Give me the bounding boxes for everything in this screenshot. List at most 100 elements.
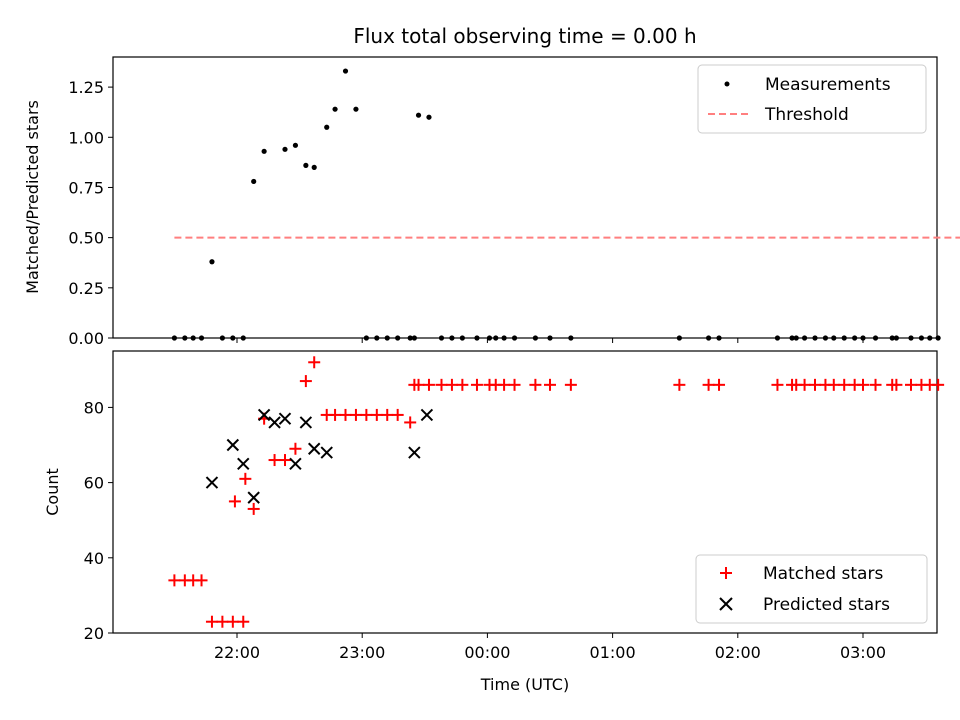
measurement-point	[486, 335, 493, 341]
bottom-series-group	[168, 356, 945, 628]
measurement-point	[831, 335, 837, 341]
top-series-group	[171, 68, 960, 341]
measurement-point	[705, 335, 712, 341]
measurement-point	[789, 335, 795, 341]
bottom-y-tick-label: 20	[84, 624, 104, 643]
measurement-point	[311, 164, 317, 170]
measurement-point	[822, 335, 829, 341]
matched-star-point	[456, 378, 469, 391]
top-y-tick-label: 0.25	[68, 279, 104, 298]
predicted-star-point	[408, 446, 421, 459]
measurement-point	[395, 335, 401, 341]
measurement-point	[251, 178, 257, 185]
matched-star-point	[349, 408, 362, 421]
matched-star-point	[168, 574, 181, 587]
measurement-point	[801, 335, 808, 341]
measurement-point	[716, 335, 722, 341]
matched-star-point	[508, 378, 521, 391]
bottom-x-tick-label: 01:00	[590, 643, 636, 662]
matched-star-point	[827, 378, 840, 391]
predicted-star-stroke-b	[307, 442, 321, 455]
legend-predicted-label: Predicted stars	[763, 595, 890, 615]
matched-star-point	[205, 615, 218, 628]
top-legend: Measurements Threshold	[697, 64, 927, 134]
measurement-point	[908, 335, 914, 341]
measurement-point	[261, 148, 267, 154]
measurement-point	[374, 335, 380, 341]
measurement-point	[219, 335, 225, 341]
matched-star-point	[564, 378, 577, 391]
top-axes-frame	[112, 56, 938, 339]
measurement-point	[501, 335, 507, 341]
predicted-star-stroke-b	[289, 457, 302, 471]
measurement-point	[303, 162, 309, 168]
matched-star-point	[932, 378, 945, 391]
legend-predicted-marker	[719, 597, 733, 611]
matched-star-point	[702, 378, 715, 391]
top-y-tick-label: 0.50	[68, 229, 104, 248]
matched-star-point	[247, 502, 260, 515]
legend-threshold-label: Threshold	[764, 105, 849, 125]
predicted-star-stroke-b	[247, 491, 260, 504]
predicted-star-stroke-b	[268, 416, 281, 429]
measurement-point	[852, 335, 858, 341]
matched-star-point	[857, 378, 869, 391]
measurement-point	[190, 335, 196, 341]
top-y-tick-label: 1.00	[68, 128, 104, 147]
measurement-point	[342, 68, 349, 74]
predicted-star-point	[237, 457, 250, 471]
measurement-point	[889, 335, 895, 341]
legend-matched-marker	[720, 567, 732, 579]
bottom-y-tick-label: 60	[84, 474, 104, 493]
bottom-x-tick-label: 22:00	[214, 643, 260, 662]
predicted-star-point	[320, 446, 333, 459]
measurement-point	[411, 335, 417, 341]
predicted-star-stroke-b	[237, 457, 250, 471]
matched-star-point	[435, 378, 448, 391]
bottom-legend-box	[695, 554, 928, 624]
measurement-point	[927, 335, 933, 341]
matched-star-point	[216, 615, 229, 628]
legend-measurements-label: Measurements	[765, 75, 891, 95]
measurement-point	[282, 146, 288, 152]
matched-star-point	[381, 408, 394, 421]
measurement-point	[872, 335, 879, 341]
predicted-star-point	[307, 442, 321, 455]
measurement-point	[860, 335, 866, 341]
predicted-star-stroke-b	[226, 438, 240, 452]
bottom-x-tick-label: 03:00	[840, 643, 886, 662]
top-y-tick-label: 0.75	[68, 178, 104, 197]
measurement-point	[324, 124, 330, 130]
predicted-star-point	[289, 457, 302, 471]
matched-star-point	[713, 378, 726, 391]
matched-star-point	[445, 378, 458, 391]
top-y-tick-label: 0.00	[68, 329, 104, 348]
bottom-x-ticks: 22:00 23:00 00:00 01:00 02:00 03:00	[214, 633, 886, 662]
legend-matched-label: Matched stars	[763, 564, 883, 584]
measurement-point	[774, 335, 781, 341]
matched-star-point	[370, 408, 383, 421]
measurement-point	[363, 335, 369, 341]
matched-star-point	[544, 378, 556, 391]
top-legend-box	[697, 64, 927, 134]
measurement-point	[426, 114, 432, 120]
measurement-point	[459, 335, 465, 341]
measurement-point	[353, 106, 359, 112]
predicted-star-point	[205, 476, 219, 489]
measurement-point	[841, 335, 847, 341]
measurement-point	[384, 335, 390, 341]
x-axis-label: Time (UTC)	[480, 675, 569, 694]
matched-star-point	[412, 378, 425, 391]
measurement-point	[198, 335, 205, 341]
measurement-point	[793, 335, 799, 341]
measurement-point	[511, 335, 518, 341]
predicted-star-stroke-b	[257, 408, 271, 422]
matched-star-point	[299, 375, 312, 388]
predicted-star-stroke-b	[205, 476, 219, 489]
matched-star-point	[498, 378, 511, 391]
matched-star-point	[404, 416, 417, 429]
matched-star-point	[226, 615, 239, 628]
predicted-star-point	[257, 408, 271, 422]
measurement-point	[332, 106, 338, 112]
predicted-star-point	[247, 491, 260, 504]
